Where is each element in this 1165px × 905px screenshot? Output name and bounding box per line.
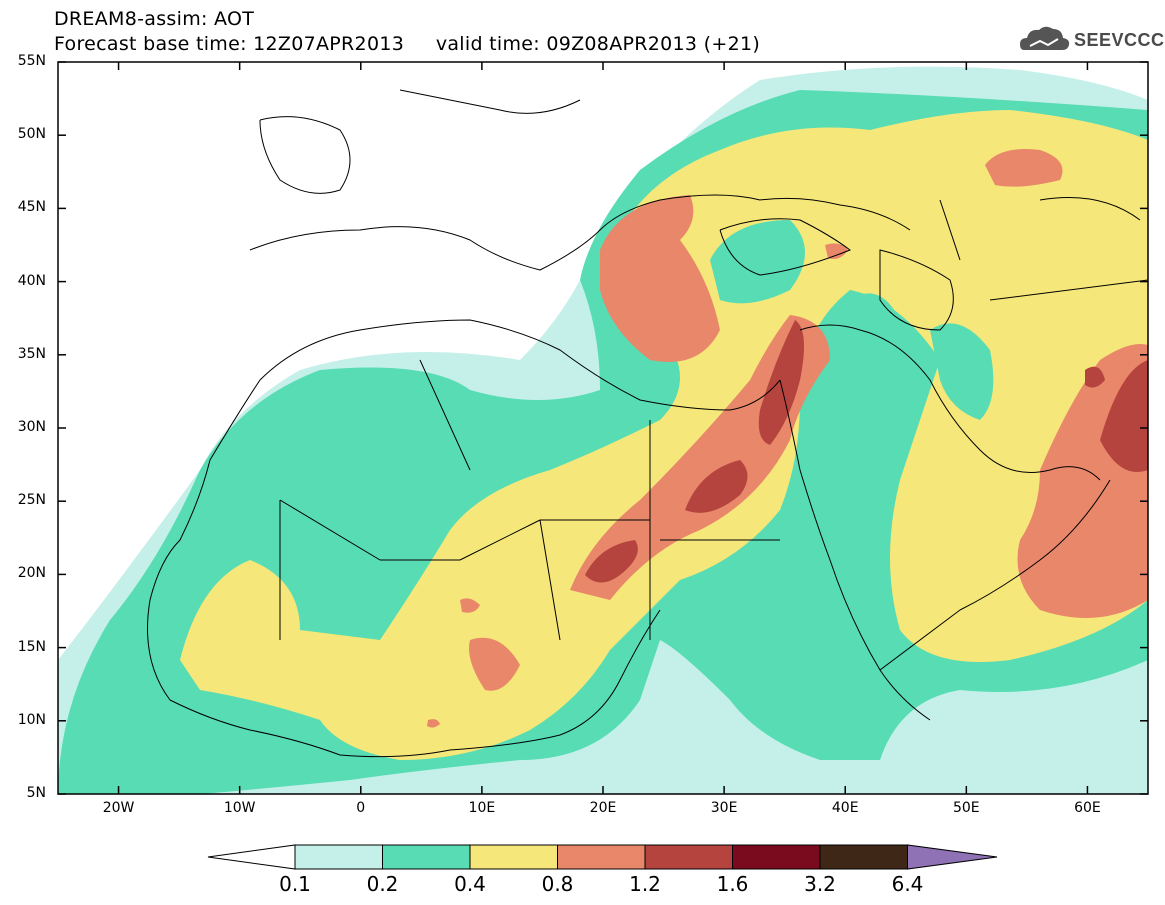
lat-label: 25N — [17, 492, 46, 509]
colorbar-segment — [819, 844, 908, 870]
lon-label: 20E — [589, 800, 617, 816]
colorbar-label: 0.4 — [454, 872, 486, 896]
colorbar-label: 0.1 — [279, 872, 311, 896]
lon-label: 10E — [468, 800, 496, 816]
lat-label: 15N — [17, 638, 46, 655]
lon-label: 30E — [710, 800, 738, 816]
lat-label: 55N — [17, 53, 46, 69]
colorbar-label: 0.2 — [366, 872, 399, 896]
colorbar-label: 3.2 — [804, 872, 836, 896]
lon-label: 0 — [356, 800, 366, 816]
logo-text: SEEVCCC — [1074, 30, 1165, 50]
lat-label: 10N — [17, 711, 46, 728]
lon-label: 60E — [1074, 800, 1101, 816]
colorbar-segment — [557, 844, 646, 870]
lat-label: 30N — [17, 419, 46, 435]
coastline-borders — [147, 89, 1148, 758]
lat-label: 40N — [17, 272, 46, 289]
lat-label: 50N — [17, 126, 46, 143]
lon-label: 20W — [102, 800, 135, 816]
colorbar-label: 1.6 — [716, 872, 749, 896]
cloud-logo-icon — [1020, 26, 1070, 50]
colorbar-segment — [294, 844, 383, 870]
lon-label: 50E — [952, 800, 980, 816]
lat-label: 45N — [17, 199, 46, 216]
colorbar-label: 0.8 — [541, 872, 574, 896]
colorbar-label: 6.4 — [891, 872, 924, 896]
chart-title: DREAM8-assim: AOT — [54, 8, 255, 30]
lat-label: 20N — [17, 565, 46, 582]
axis-ticks — [58, 61, 1148, 795]
forecast-time-line: Forecast base time: 12Z07APR2013 valid t… — [54, 33, 761, 55]
colorbar-label: 1.2 — [629, 872, 661, 896]
lon-label: 10W — [223, 800, 256, 816]
colorbar-segment — [732, 844, 821, 870]
colorbar-segment — [382, 844, 471, 870]
colorbar-segment — [469, 844, 558, 870]
lat-label: 5N — [26, 785, 46, 801]
aot-contour-fill — [58, 62, 1148, 794]
colorbar-segment — [644, 844, 733, 870]
lat-label: 35N — [17, 345, 46, 362]
lon-label: 40E — [831, 800, 859, 816]
colorbar-under-arrow — [207, 844, 296, 870]
colorbar-over-arrow — [907, 844, 998, 870]
